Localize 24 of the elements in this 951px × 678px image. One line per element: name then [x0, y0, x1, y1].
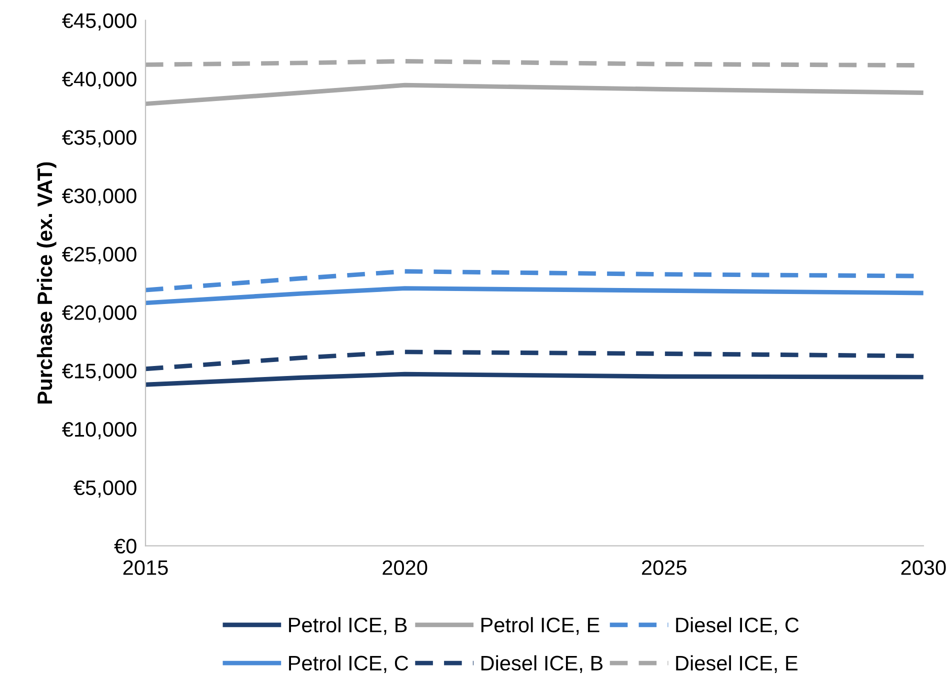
y-tick-label: €20,000 — [62, 305, 136, 322]
legend-label: Diesel ICE, B — [481, 655, 603, 674]
y-tick-label: €5,000 — [74, 480, 136, 498]
y-tick-label: €45,000 — [62, 13, 136, 31]
y-axis-title: Purchase Price (ex. VAT) — [36, 162, 56, 404]
legend-label: Diesel ICE, E — [676, 655, 798, 674]
y-tick-label: €40,000 — [62, 72, 136, 89]
legend-label: Petrol ICE, E — [481, 617, 600, 635]
line-series — [146, 286, 924, 306]
y-tick-label: €30,000 — [62, 188, 136, 206]
y-tick-label: €10,000 — [62, 422, 136, 440]
legend-label: Petrol ICE, C — [289, 655, 408, 674]
x-tick-label: 2025 — [642, 560, 686, 575]
line-series — [146, 82, 924, 106]
y-tick-label: €15,000 — [62, 364, 136, 381]
legend-label: Petrol ICE, B — [289, 617, 407, 635]
x-tick-label: 2020 — [382, 560, 428, 575]
x-tick-label: 2015 — [123, 560, 168, 575]
legend-label: Diesel ICE, C — [676, 617, 799, 635]
y-tick-label: €0 — [114, 538, 136, 554]
y-tick-label: €35,000 — [62, 130, 136, 148]
x-tick-label: 2030 — [901, 560, 946, 575]
line-series — [146, 372, 924, 387]
y-tick-label: €25,000 — [62, 246, 136, 264]
